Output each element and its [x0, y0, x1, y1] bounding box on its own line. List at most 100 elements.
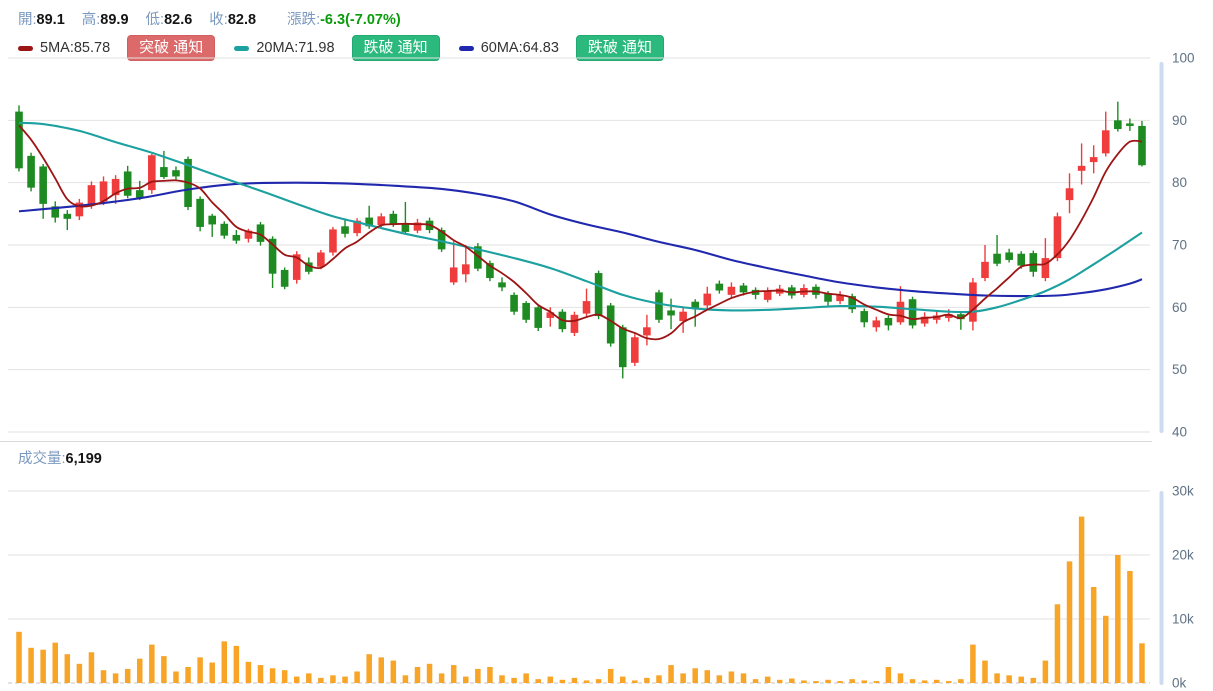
candle-body: [341, 226, 349, 234]
ma20-breakdown-alert-button[interactable]: 跌破 通知: [351, 35, 440, 61]
candle-body: [99, 181, 108, 202]
candle-body: [691, 301, 699, 308]
candle-body: [679, 311, 687, 322]
volume-bar: [583, 680, 590, 683]
close-label: 收:: [209, 12, 228, 28]
candle-body: [631, 337, 639, 363]
volume-bar: [112, 673, 119, 683]
volume-bar: [909, 679, 916, 683]
candle-body: [401, 223, 410, 232]
volume-bar: [342, 676, 348, 683]
volume-bar: [595, 679, 602, 683]
candle-body: [522, 302, 530, 320]
volume-bar: [306, 673, 312, 683]
volume-bar: [318, 677, 324, 683]
volume-bar: [366, 654, 372, 683]
volume-bar: [535, 679, 541, 683]
candle-body: [87, 185, 96, 206]
volume-bar: [982, 660, 988, 683]
candle-body: [268, 238, 277, 274]
volume-bar: [390, 660, 397, 683]
volume-bar: [752, 679, 759, 683]
volume-bar: [1115, 555, 1121, 683]
volume-value: 6,199: [65, 451, 102, 467]
volume-bar: [801, 680, 807, 683]
price-tick-label: 80: [1172, 175, 1187, 190]
candle-body: [353, 220, 361, 234]
volume-bar: [764, 676, 771, 683]
candle-body: [824, 293, 832, 302]
candle-body: [667, 310, 675, 316]
volume-bar: [402, 675, 409, 683]
volume-bar: [487, 667, 493, 683]
volume-bar: [776, 679, 783, 683]
volume-bar: [221, 641, 228, 683]
volume-bar: [1090, 587, 1097, 683]
candle-body: [546, 312, 555, 318]
volume-tick-label: 10k: [1172, 612, 1194, 627]
volume-bar: [511, 677, 517, 683]
candle-body: [317, 252, 325, 267]
candles: [15, 101, 1146, 379]
volume-bar: [897, 673, 904, 683]
candle-body: [727, 286, 736, 295]
price-axis-scrollbar[interactable]: [1159, 62, 1164, 433]
candle-body: [280, 269, 289, 287]
volume-tick-label: 0k: [1172, 676, 1187, 691]
volume-bar: [946, 681, 952, 683]
volume-bar: [233, 645, 240, 683]
ma5-legend-label: 5MA:85.78: [40, 40, 111, 56]
volume-bar: [52, 642, 58, 683]
volume-bar: [571, 677, 578, 683]
candle-body: [908, 299, 917, 326]
candle-body: [715, 283, 724, 291]
candle-body: [172, 170, 180, 177]
candle-body: [896, 301, 905, 323]
price-tick-label: 70: [1172, 237, 1187, 252]
quote-summary-row: 開:89.1 高:89.9 低:82.6 收:82.8 漲跌:-6.3(-7.0…: [18, 8, 418, 29]
candle-body: [63, 213, 72, 219]
volume-bar: [861, 680, 867, 683]
candle-body: [244, 230, 253, 239]
volume-bar: [1103, 615, 1109, 683]
candle-body: [739, 285, 748, 293]
volume-bar: [475, 668, 481, 683]
candle-body: [582, 301, 591, 314]
high-label: 高:: [81, 12, 101, 28]
ma60-breakdown-alert-button[interactable]: 跌破 通知: [575, 35, 665, 61]
volume-bar: [463, 676, 469, 683]
low-quote: 低:82.6: [146, 8, 193, 29]
candle-body: [39, 166, 47, 204]
close-quote: 收:82.8: [209, 8, 256, 29]
volume-bar: [450, 665, 457, 683]
volume-axis-scrollbar[interactable]: [1159, 491, 1164, 685]
change-label: 漲跌:: [287, 12, 321, 28]
volume-bar: [1054, 604, 1061, 683]
volume-bar: [523, 673, 529, 683]
volume-bar: [692, 668, 698, 683]
candle-body: [920, 316, 929, 324]
volume-bar: [656, 675, 662, 683]
candle-body: [256, 224, 265, 242]
volume-bar: [837, 681, 843, 683]
volume-bar: [1042, 660, 1049, 683]
candle-body: [1101, 130, 1110, 154]
candle-body: [413, 222, 422, 231]
candle-body: [993, 253, 1001, 264]
candle-body: [461, 264, 470, 275]
volume-bar: [559, 679, 566, 683]
ma5-line: [18, 124, 1143, 341]
candle-body: [872, 320, 881, 328]
ma5-breakout-alert-button[interactable]: 突破 通知: [127, 35, 216, 61]
volume-bars: [16, 516, 1145, 683]
volume-bar: [64, 654, 71, 683]
candle-body: [486, 263, 494, 279]
candle-body: [944, 314, 953, 318]
change-quote: 漲跌:-6.3(-7.07%): [287, 8, 401, 29]
candle-body: [534, 307, 543, 328]
volume-tick-label: 30k: [1172, 484, 1194, 499]
volume-bar: [873, 681, 880, 683]
volume-bar: [245, 661, 252, 683]
candle-body: [1089, 157, 1098, 163]
